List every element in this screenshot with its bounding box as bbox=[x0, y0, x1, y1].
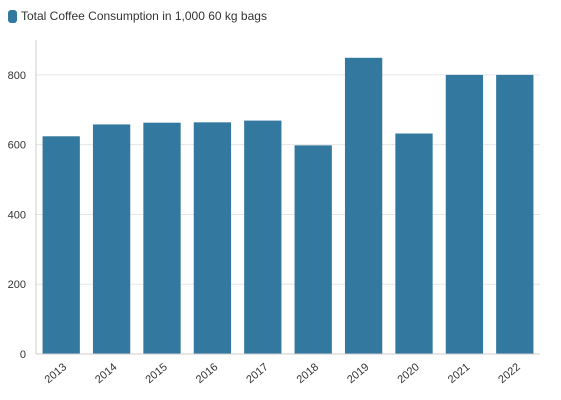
legend-label: Total Coffee Consumption in 1,000 60 kg … bbox=[21, 9, 267, 23]
x-tick-label: 2016 bbox=[194, 361, 220, 386]
y-tick-label: 600 bbox=[8, 140, 26, 152]
y-tick-label: 400 bbox=[8, 209, 26, 221]
x-tick-label: 2019 bbox=[345, 361, 371, 386]
x-tick-label: 2020 bbox=[395, 361, 421, 386]
x-tick-label: 2021 bbox=[446, 361, 472, 386]
x-tick-label: 2022 bbox=[496, 361, 522, 386]
legend-swatch bbox=[8, 9, 17, 23]
y-tick-label: 800 bbox=[8, 70, 26, 82]
bar-2017 bbox=[244, 120, 282, 354]
x-tick-label: 2013 bbox=[43, 361, 69, 386]
bar-2022 bbox=[496, 74, 534, 354]
x-tick-label: 2017 bbox=[244, 361, 270, 386]
x-tick-label: 2014 bbox=[93, 361, 119, 386]
bar-2019 bbox=[344, 57, 383, 354]
bar-2015 bbox=[143, 122, 181, 354]
x-tick-label: 2015 bbox=[143, 361, 169, 386]
bar-2021 bbox=[445, 74, 484, 354]
bar-2018 bbox=[294, 145, 332, 354]
bar-2016 bbox=[193, 122, 232, 354]
y-tick-label: 200 bbox=[8, 279, 26, 291]
x-tick-label: 2018 bbox=[295, 361, 321, 386]
legend: Total Coffee Consumption in 1,000 60 kg … bbox=[8, 9, 267, 23]
bar-2013 bbox=[42, 136, 80, 354]
bar-2020 bbox=[395, 133, 433, 354]
bar-2014 bbox=[92, 124, 131, 355]
y-tick-label: 0 bbox=[20, 349, 26, 361]
